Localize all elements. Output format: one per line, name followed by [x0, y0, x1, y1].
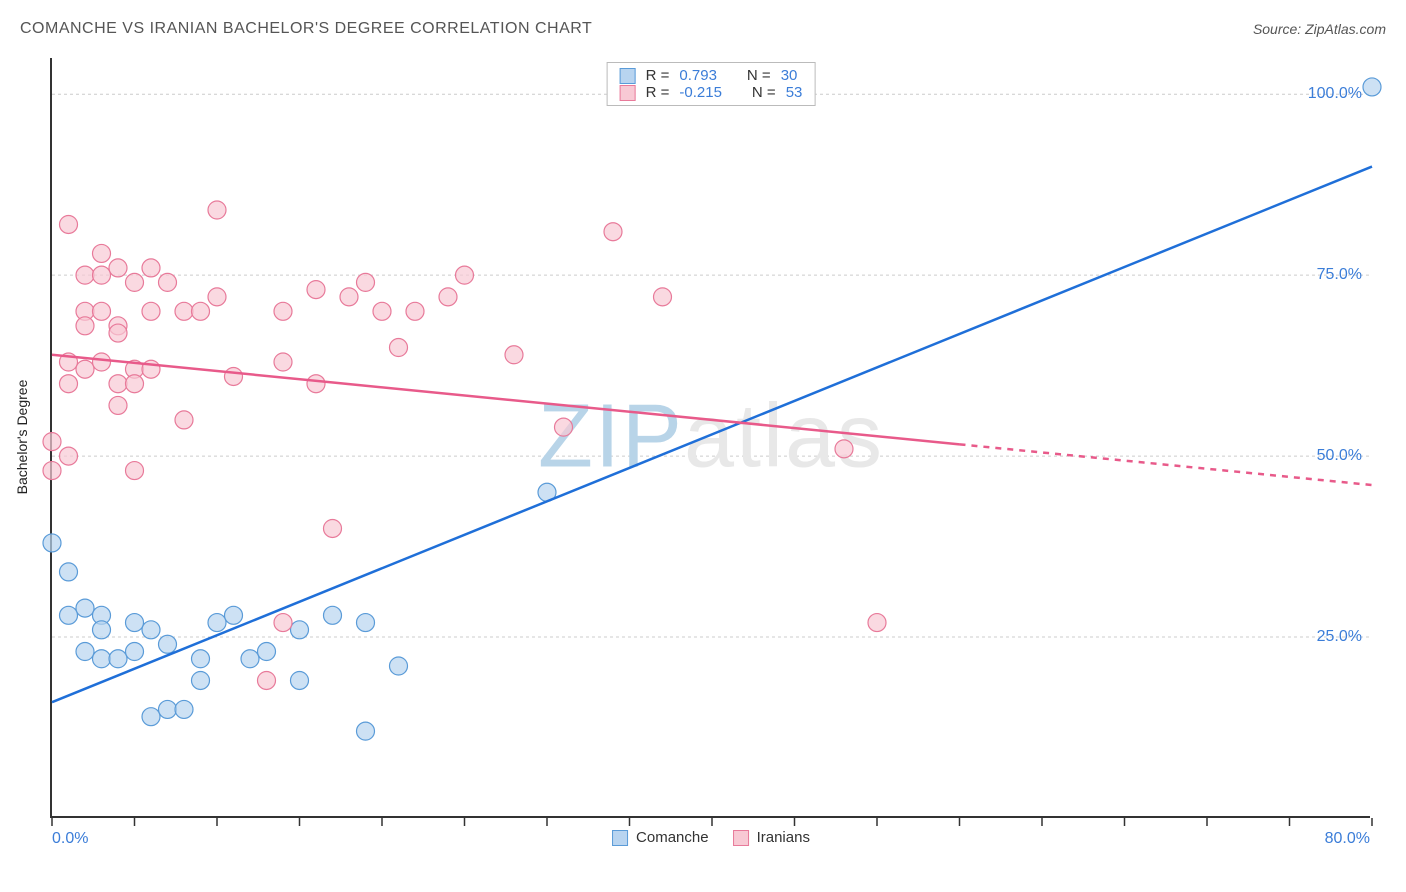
data-layer [52, 58, 1370, 816]
y-tick-label: 25.0% [1317, 628, 1362, 646]
chart-title: COMANCHE VS IRANIAN BACHELOR'S DEGREE CO… [20, 20, 592, 38]
legend-correlation-row: R = -0.215 N = 53 [620, 84, 803, 101]
swatch-comanche [612, 830, 628, 846]
n-value: 30 [781, 67, 798, 84]
legend-label-comanche: Comanche [636, 829, 709, 846]
plot-area: Bachelor's Degree ZIPatlas R =0.793N =30… [50, 58, 1370, 818]
r-label: R = [646, 84, 670, 101]
r-label: R = [646, 67, 670, 84]
r-value: 0.793 [679, 67, 717, 84]
y-tick-label: 50.0% [1317, 447, 1362, 465]
r-value: -0.215 [679, 84, 722, 101]
legend-correlation: R = 0.793 N = 30 R = -0.215 N = 53 [607, 62, 816, 106]
y-tick-label: 100.0% [1308, 85, 1362, 103]
legend-label-iranians: Iranians [757, 829, 810, 846]
x-range-label: 80.0% [1325, 830, 1370, 848]
n-value: 53 [786, 84, 803, 101]
swatch-icon [620, 68, 636, 84]
y-tick-label: 75.0% [1317, 266, 1362, 284]
n-label: N = [752, 84, 776, 101]
swatch-iranians [733, 830, 749, 846]
n-label: N = [747, 67, 771, 84]
x-range-label: 0.0% [52, 830, 88, 848]
legend-series: Comanche Iranians [612, 829, 810, 846]
legend-item-comanche: Comanche [612, 829, 709, 846]
source-label: Source: ZipAtlas.com [1253, 21, 1386, 37]
legend-item-iranians: Iranians [733, 829, 810, 846]
legend-correlation-row: R = 0.793 N = 30 [620, 67, 803, 84]
swatch-icon [620, 85, 636, 101]
y-axis-label: Bachelor's Degree [14, 380, 30, 495]
